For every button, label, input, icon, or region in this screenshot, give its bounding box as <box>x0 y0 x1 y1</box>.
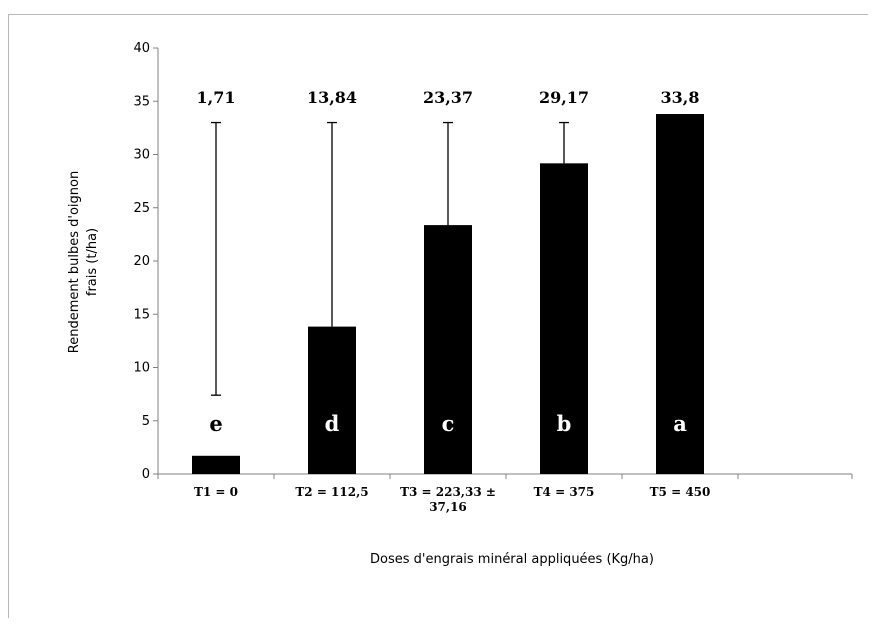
x-tick-label: T2 = 112,5 <box>295 485 368 499</box>
data-label: 13,84 <box>307 88 357 107</box>
y-axis-title: Rendement bulbes d'oignon frais (t/ha) <box>67 171 100 353</box>
x-axis: T1 = 0 T2 = 112,5 T3 = 223,33 ±37,16 T4 = 3… <box>157 473 853 514</box>
y-tick-label: 35 <box>133 94 150 109</box>
significance-letter: c <box>442 411 455 436</box>
y-axis: 0 5 10 15 20 25 30 35 40 <box>133 41 159 482</box>
y-tick-label: 25 <box>133 201 150 216</box>
data-label: 23,37 <box>423 88 473 107</box>
error-bars <box>211 121 569 396</box>
chart-frame <box>8 14 868 618</box>
x-tick-label: T3 = 223,33 ±37,16 <box>400 485 496 514</box>
data-label: 1,71 <box>197 88 236 107</box>
x-tick-label: T1 = 0 <box>194 485 238 499</box>
x-tick-label: T4 = 375 <box>534 485 595 499</box>
bar <box>308 326 356 474</box>
bar <box>656 114 704 474</box>
bar <box>192 455 240 474</box>
y-tick-label: 20 <box>133 254 150 269</box>
significance-letter: e <box>209 411 222 436</box>
y-tick-label: 10 <box>133 361 150 376</box>
y-tick-label: 5 <box>142 414 150 429</box>
data-label: 33,8 <box>661 88 700 107</box>
bars <box>192 114 704 475</box>
significance-letter: b <box>557 411 572 436</box>
y-tick-label: 30 <box>133 148 150 163</box>
y-tick-label: 40 <box>133 41 150 56</box>
bar <box>424 225 472 474</box>
bar <box>540 163 588 475</box>
x-axis-title: Doses d'engrais minéral appliquées (Kg/h… <box>370 552 654 567</box>
significance-letter: d <box>325 411 340 436</box>
value-labels: 1,71 e 13,84 d 23,37 c 29,17 b 33,8 a <box>197 88 700 436</box>
x-tick-label: T5 = 450 <box>650 485 711 499</box>
data-label: 29,17 <box>539 88 589 107</box>
y-tick-label: 0 <box>142 467 150 482</box>
significance-letter: a <box>673 411 687 436</box>
y-tick-label: 15 <box>133 307 150 322</box>
